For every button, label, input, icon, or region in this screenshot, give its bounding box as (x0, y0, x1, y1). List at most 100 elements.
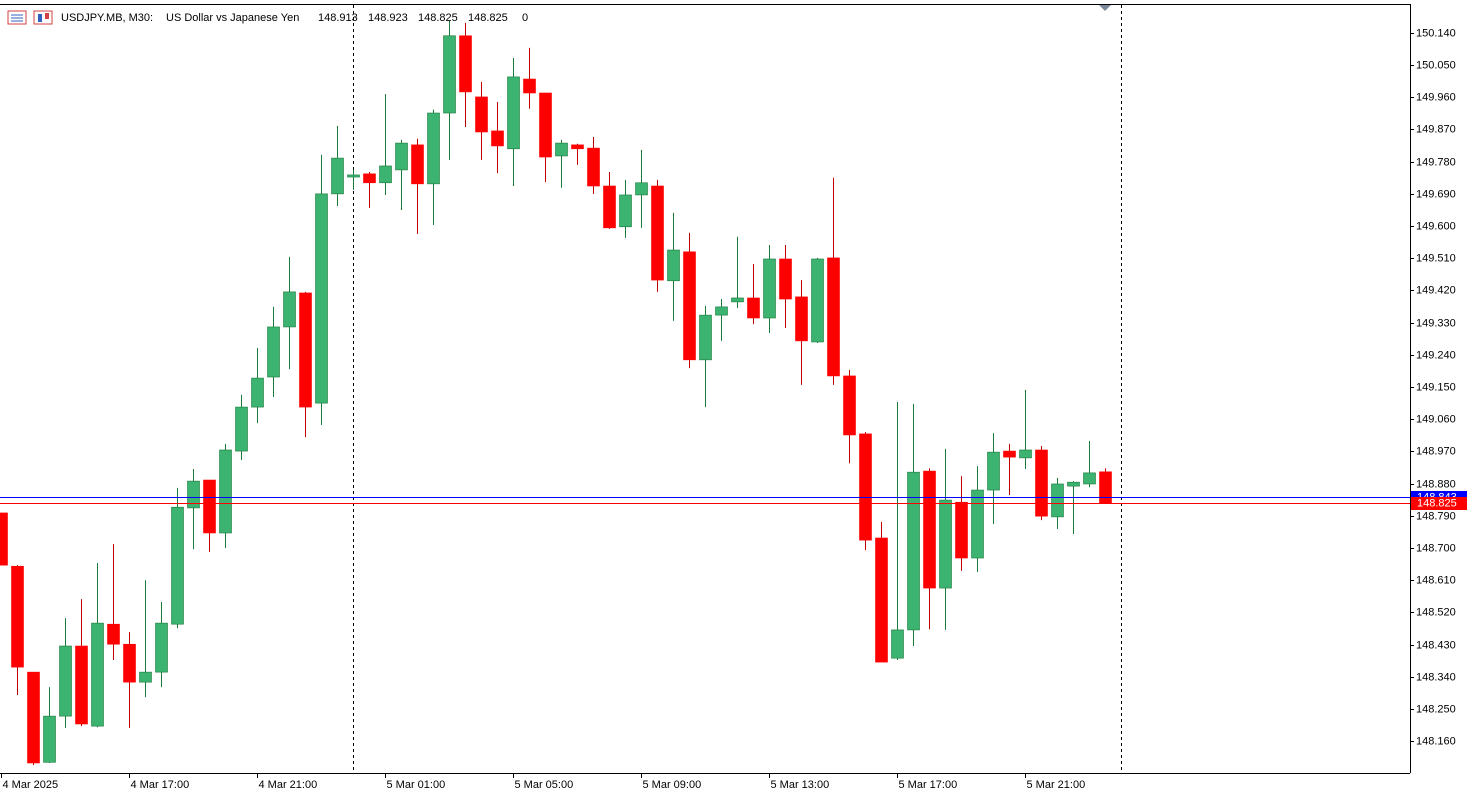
y-tick-label: 149.600 (1416, 220, 1456, 232)
x-tick-label: 4 Mar 17:00 (131, 779, 190, 791)
candle-body (619, 194, 632, 228)
candle-body (923, 470, 936, 589)
x-tick-label: 5 Mar 09:00 (643, 779, 702, 791)
y-tick-label: 149.060 (1416, 413, 1456, 425)
candle-body (459, 35, 472, 93)
candle-body (1051, 483, 1064, 518)
candle-body (171, 506, 184, 625)
candle-body (587, 147, 600, 187)
candle-body (843, 375, 856, 436)
candle-body (43, 715, 56, 763)
candle-body (283, 291, 296, 328)
x-tick-label: 4 Mar 2025 (3, 779, 59, 791)
x-tick-label: 5 Mar 21:00 (1027, 779, 1086, 791)
candle-body (347, 174, 360, 178)
candle-body (731, 297, 744, 303)
y-tick-label: 149.960 (1416, 91, 1456, 103)
candle-body (91, 622, 104, 727)
y-tick-label: 148.430 (1416, 639, 1456, 651)
symbol: USDJPY.MB, M30: (61, 12, 153, 24)
candle-body (1003, 450, 1016, 458)
candle-body (779, 258, 792, 300)
y-tick-label: 150.140 (1416, 27, 1456, 39)
candle-body (1083, 472, 1096, 485)
y-tick-label: 148.880 (1416, 478, 1456, 490)
candle-body (683, 251, 696, 361)
candle-body (987, 451, 1000, 491)
candle-body (875, 537, 888, 663)
x-tick-label: 5 Mar 01:00 (387, 779, 446, 791)
y-tick-label: 149.420 (1416, 284, 1456, 296)
candle-body (555, 142, 568, 157)
y-tick-label: 148.520 (1416, 606, 1456, 618)
y-tick-label: 148.790 (1416, 510, 1456, 522)
candle-body (475, 96, 488, 133)
candle-body (331, 157, 344, 195)
candle-body (379, 165, 392, 184)
candle-body (395, 142, 408, 171)
y-tick-label: 149.510 (1416, 252, 1456, 264)
candle-body (203, 479, 216, 534)
y-tick-label: 148.160 (1416, 735, 1456, 747)
candle-body (123, 643, 136, 683)
x-tick-label: 5 Mar 17:00 (899, 779, 958, 791)
price-label-box (1411, 497, 1467, 510)
candle-body (539, 92, 552, 158)
candle-body (11, 565, 24, 668)
candle-body (971, 489, 984, 559)
candle-body (859, 433, 872, 541)
candle-body (507, 76, 520, 150)
y-tick-label: 149.240 (1416, 349, 1456, 361)
y-tick-label: 149.690 (1416, 188, 1456, 200)
candle-body (299, 292, 312, 408)
header-high: 148.923 (368, 12, 408, 24)
candle-body (603, 185, 616, 229)
candle-body (699, 314, 712, 361)
candle-body (155, 622, 168, 673)
x-tick-label: 5 Mar 05:00 (515, 779, 574, 791)
y-tick-label: 148.340 (1416, 671, 1456, 683)
candle-body (523, 78, 536, 94)
candle-body (955, 501, 968, 559)
header-open: 148.913 (318, 12, 358, 24)
description: US Dollar vs Japanese Yen (166, 12, 299, 24)
candle-body (59, 645, 72, 717)
candle-body (1067, 481, 1080, 487)
candle-body (1035, 449, 1048, 517)
candle-body (411, 144, 424, 185)
candle-body (1099, 471, 1112, 504)
candle-body (219, 449, 232, 534)
candle-body (107, 623, 120, 645)
candle-body (571, 144, 584, 150)
candle-body (443, 35, 456, 114)
candle-body (907, 471, 920, 631)
candle-body (139, 671, 152, 683)
header-low: 148.825 (418, 12, 458, 24)
price-label: 148.825 (1417, 497, 1457, 509)
x-tick-label: 4 Mar 21:00 (259, 779, 318, 791)
candle-body (251, 377, 264, 408)
header: USDJPY.MB, M30: US Dollar vs Japanese Ye… (7, 10, 528, 25)
candle-body (363, 173, 376, 184)
candle-body (187, 480, 200, 509)
candle-body (811, 258, 824, 343)
candle-body (763, 258, 776, 319)
x-tick-label: 5 Mar 13:00 (771, 779, 830, 791)
y-tick-label: 148.700 (1416, 542, 1456, 554)
icon-chart-bar (38, 14, 42, 22)
y-tick-label: 149.150 (1416, 381, 1456, 393)
candle-body (747, 297, 760, 319)
candle-body (667, 249, 680, 282)
candle-body (427, 112, 440, 185)
y-tick-label: 148.250 (1416, 703, 1456, 715)
candle-body (635, 182, 648, 196)
candle-body (75, 645, 88, 725)
header-close: 148.825 (468, 12, 508, 24)
candle-body (491, 130, 504, 147)
candle-body (27, 671, 40, 764)
y-tick-label: 149.870 (1416, 123, 1456, 135)
icon-chart-bar (45, 13, 49, 19)
